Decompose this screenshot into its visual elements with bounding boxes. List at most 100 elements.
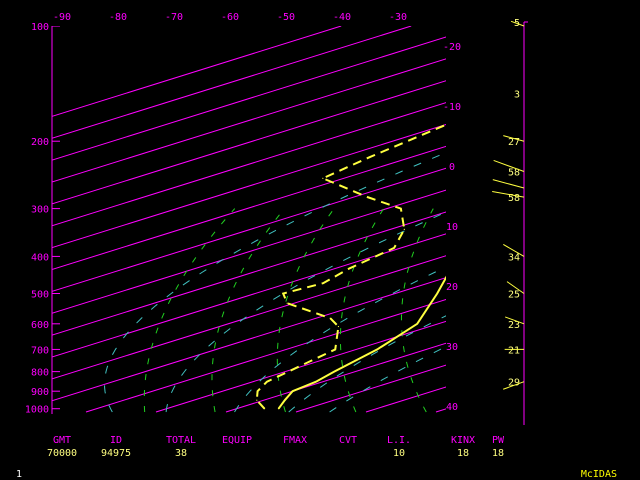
isotherm-line [85, 298, 446, 413]
temperature-point [277, 408, 280, 410]
wind-speed-label: 27 [508, 137, 520, 148]
wind-speed-label: 23 [508, 320, 520, 331]
dry-adiabat-line [276, 208, 335, 413]
isotherm-line [52, 255, 446, 380]
dewpoint-point [334, 348, 336, 351]
isotherm-line [52, 36, 446, 161]
isotherm-label: 0 [449, 162, 455, 173]
dewpoint-point [348, 267, 351, 270]
wind-barb [492, 179, 525, 189]
stat-header: ID [110, 435, 122, 446]
brand-label: McIDAS [581, 469, 617, 480]
stats-footer: GMT ID TOTAL EQUIP FMAX CVT L.I. KINX PW 70000 949… [16, 435, 617, 480]
temperature-point [504, 184, 505, 185]
dewpoint-point [369, 156, 371, 158]
pressure-tick-label: 500 [31, 290, 49, 301]
top-temperature-label: -50 [277, 12, 295, 23]
wind-speed-label: 21 [508, 345, 520, 356]
dewpoint-point [400, 207, 402, 210]
sounding-traces [255, 123, 505, 410]
moist-adiabat-line [329, 346, 446, 413]
dewpoint-point [256, 399, 258, 401]
isotherm-label: 20 [446, 282, 458, 293]
isotherm-label: 30 [446, 342, 458, 353]
isotherm-line [365, 386, 446, 413]
pressure-tick-label: 700 [31, 345, 49, 356]
wind-barb [503, 135, 525, 142]
moist-adiabat-line [104, 152, 446, 413]
pressure-tick-label: 800 [31, 368, 49, 379]
wind-speed-label: 58 [508, 168, 520, 179]
moist-adiabat-line [234, 266, 446, 413]
isotherm-line [52, 58, 446, 183]
temperature-point [284, 399, 286, 401]
isotherm-label: 10 [446, 222, 458, 233]
temperature-point [436, 292, 438, 295]
isotherm-line [52, 189, 446, 314]
dewpoint-point [393, 247, 395, 249]
isotherm-line [52, 102, 446, 227]
stat-header: FMAX [283, 435, 307, 446]
stat-header: KINX [451, 435, 475, 446]
isotherm-line [52, 80, 446, 205]
isotherm-line [52, 211, 446, 336]
isotherm-line [506, 26, 640, 412]
isotherm-label: -20 [443, 42, 461, 53]
isotherm-line [435, 408, 446, 413]
isotherm-label: 40 [446, 402, 458, 413]
temperature-point [376, 348, 378, 351]
dry-adiabat-line [518, 209, 567, 412]
dewpoint-trace [255, 123, 446, 410]
pressure-tick-label: 1000 [25, 405, 49, 416]
stat-header: PW [492, 435, 505, 446]
wind-speed-label: 34 [508, 252, 520, 263]
wind-barb [510, 20, 525, 27]
page-number: 1 [16, 469, 22, 480]
isotherm-line [295, 364, 446, 413]
isotherm-line [52, 233, 446, 358]
stat-value: 38 [175, 448, 187, 459]
wind-barb [503, 381, 525, 390]
stat-value: 70000 [47, 448, 77, 459]
isotherm-line [155, 320, 446, 413]
dewpoint-point [448, 123, 449, 124]
isotherm-line [52, 26, 342, 117]
dry-adiabat-line [573, 209, 637, 412]
stat-header: L.I. [387, 435, 411, 446]
pressure-tick-label: 100 [31, 22, 49, 33]
temperature-point [491, 208, 492, 209]
stat-value: 10 [393, 448, 405, 459]
stat-header: EQUIP [222, 435, 252, 446]
dewpoint-point [263, 408, 266, 410]
isotherm-line [52, 277, 446, 402]
dry-adiabat-line [461, 209, 497, 412]
wind-speed-label: 58 [508, 193, 520, 204]
stat-header: CVT [339, 435, 357, 446]
pressure-tick-label: 200 [31, 137, 49, 148]
isotherm-line [52, 26, 412, 139]
top-temperature-label: -60 [221, 12, 239, 23]
top-temperature-label: -30 [389, 12, 407, 23]
pressure-tick-label: 600 [31, 320, 49, 331]
stat-value: 18 [457, 448, 469, 459]
temperature-point [416, 323, 418, 325]
top-temperature-label: -40 [333, 12, 351, 23]
pressure-tick-label: 900 [31, 387, 49, 398]
stat-header: GMT [53, 435, 71, 446]
dewpoint-point [322, 177, 324, 179]
dewpoint-point [286, 302, 288, 304]
isotherm-line [225, 342, 446, 413]
temperature-point [315, 381, 317, 383]
isotherm-line [52, 145, 446, 271]
dry-adiabat-line [211, 208, 285, 413]
dewpoint-point [329, 317, 331, 319]
dewpoint-point [256, 390, 259, 392]
dry-adiabat-line [627, 209, 640, 412]
wind-barb [503, 244, 525, 257]
dewpoint-point [337, 325, 340, 328]
dewpoint-point [322, 282, 324, 284]
wind-speed-label: 29 [508, 378, 520, 389]
stat-value: 94975 [101, 448, 131, 459]
